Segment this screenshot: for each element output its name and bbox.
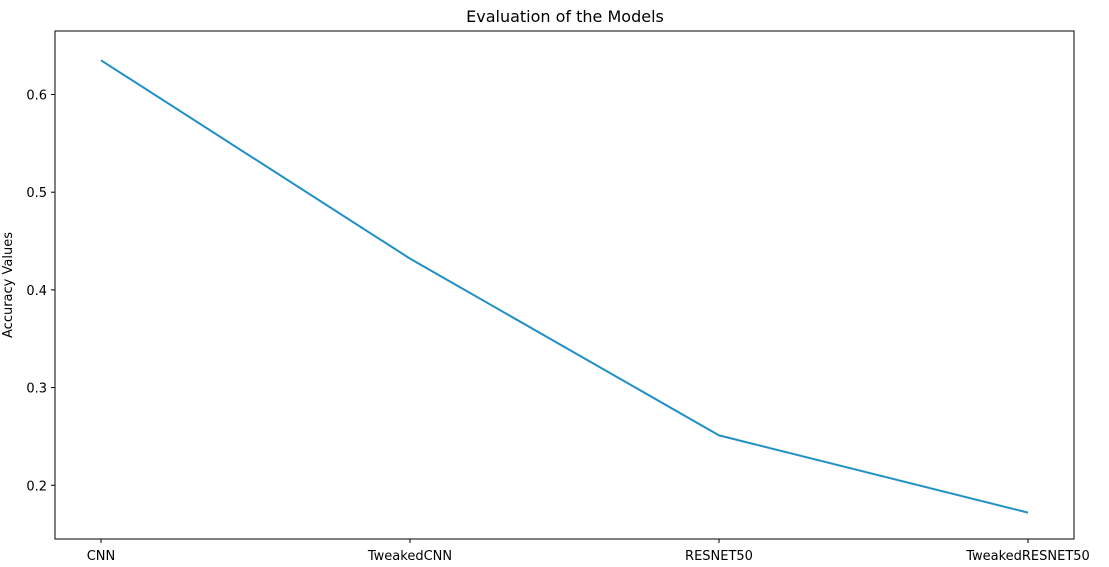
y-tick-label: 0.2: [26, 479, 47, 494]
chart-title: Evaluation of the Models: [466, 7, 664, 26]
x-tick-label: TweakedCNN: [367, 549, 452, 564]
y-tick-label: 0.5: [26, 186, 47, 201]
x-tick-label: RESNET50: [685, 549, 753, 564]
plot-area: [54, 30, 1075, 540]
y-axis-label: Accuracy Values: [1, 232, 16, 338]
x-axis-ticks: CNN TweakedCNN RESNET50 TweakedRESNET50: [87, 539, 1090, 564]
series-line: [100, 59, 1029, 514]
x-tick-label: CNN: [87, 549, 116, 564]
y-tick-label: 0.4: [26, 284, 47, 299]
x-tick-label: TweakedRESNET50: [965, 549, 1090, 564]
y-tick-label: 0.6: [26, 89, 47, 104]
series-layer: [100, 59, 1029, 514]
y-tick-label: 0.3: [26, 382, 47, 397]
y-axis-ticks: 0.2 0.3 0.4 0.5 0.6: [26, 89, 55, 494]
